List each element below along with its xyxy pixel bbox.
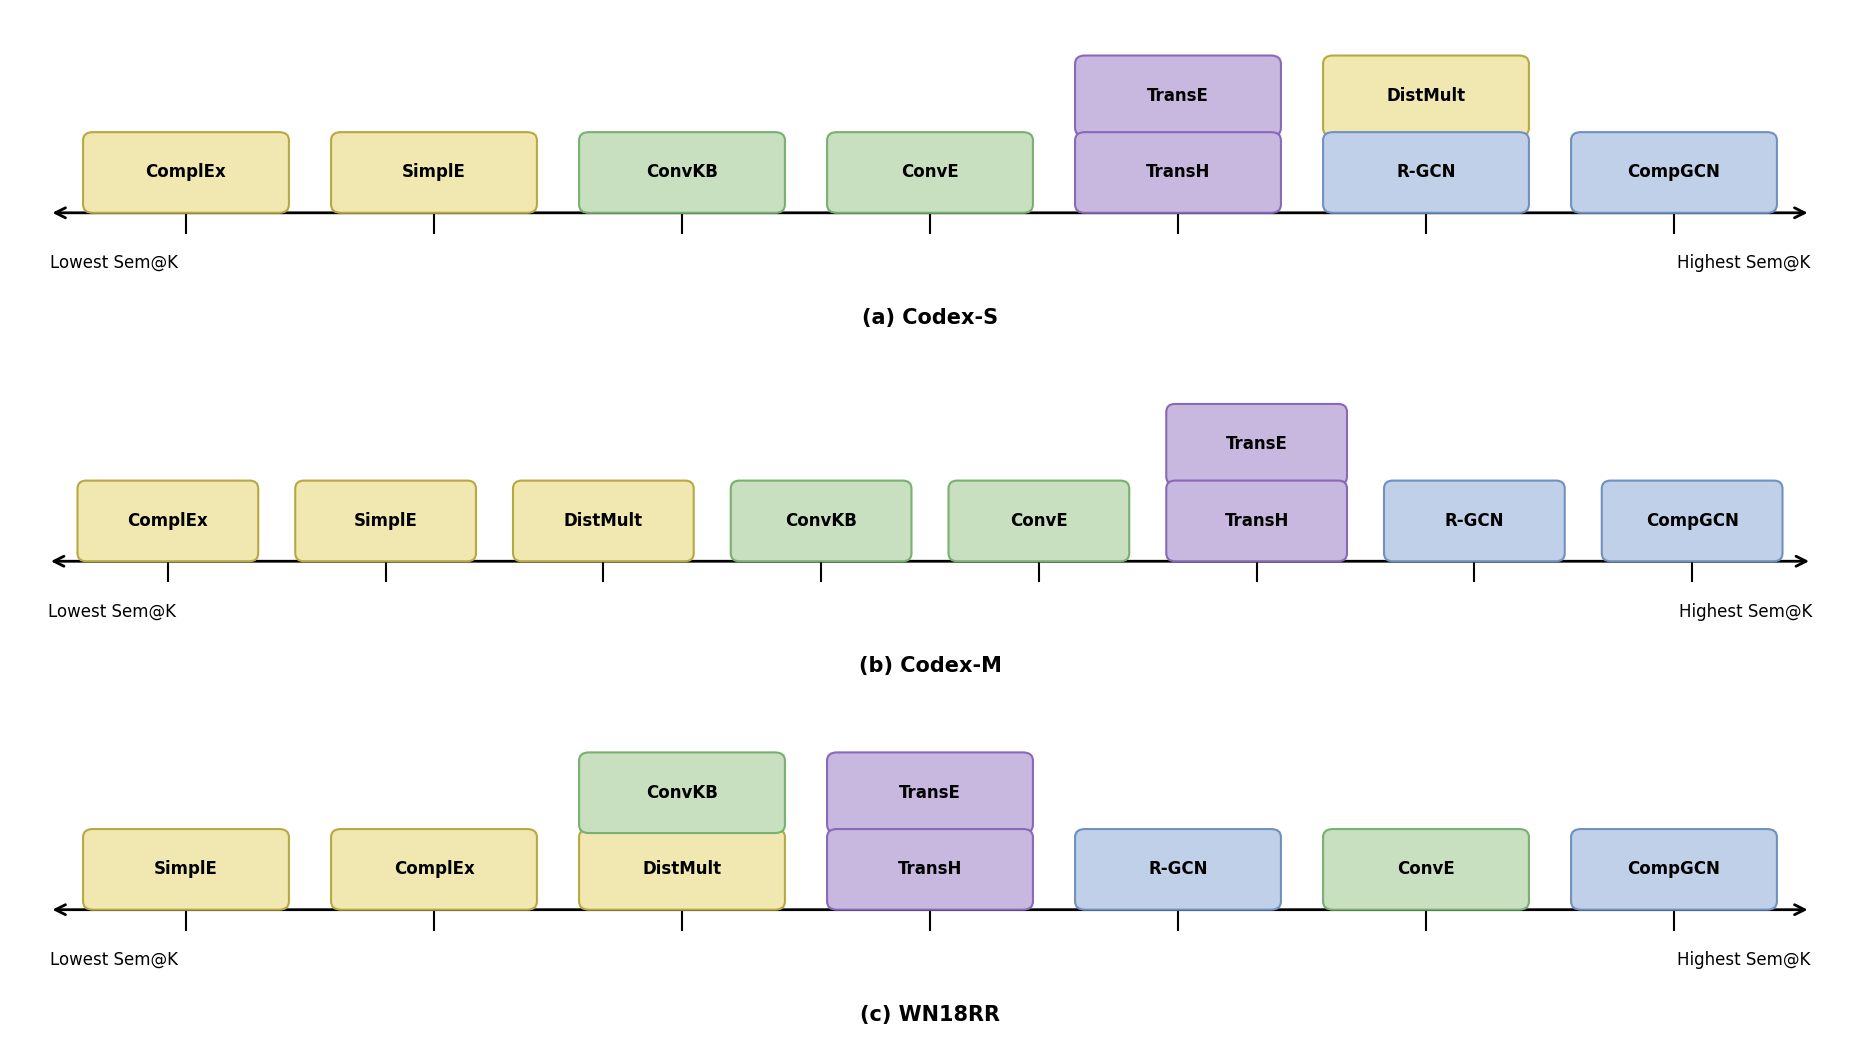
Text: Highest Sem@K: Highest Sem@K (1678, 254, 1810, 272)
Text: R-GCN: R-GCN (1148, 860, 1207, 878)
FancyBboxPatch shape (1322, 829, 1529, 910)
FancyBboxPatch shape (578, 829, 785, 910)
FancyBboxPatch shape (78, 481, 259, 561)
FancyBboxPatch shape (578, 752, 785, 833)
Text: Highest Sem@K: Highest Sem@K (1678, 602, 1812, 620)
Text: SimplE: SimplE (154, 860, 218, 878)
Text: TransE: TransE (1148, 87, 1209, 105)
Text: SimplE: SimplE (402, 164, 467, 182)
Text: ComplEx: ComplEx (128, 512, 208, 530)
Text: TransE: TransE (1226, 435, 1287, 453)
Text: DistMult: DistMult (1386, 87, 1466, 105)
FancyBboxPatch shape (828, 752, 1032, 833)
FancyBboxPatch shape (1075, 132, 1282, 212)
Text: DistMult: DistMult (642, 860, 722, 878)
Text: ConvE: ConvE (1397, 860, 1455, 878)
Text: CompGCN: CompGCN (1646, 512, 1739, 530)
FancyBboxPatch shape (84, 829, 288, 910)
Text: ConvE: ConvE (1010, 512, 1068, 530)
Text: ComplEx: ComplEx (145, 164, 227, 182)
Text: Highest Sem@K: Highest Sem@K (1678, 952, 1810, 970)
Text: CompGCN: CompGCN (1628, 860, 1720, 878)
FancyBboxPatch shape (1166, 481, 1347, 561)
FancyBboxPatch shape (84, 132, 288, 212)
Text: (a) Codex-S: (a) Codex-S (861, 308, 999, 328)
Text: TransH: TransH (898, 860, 962, 878)
FancyBboxPatch shape (331, 829, 538, 910)
FancyBboxPatch shape (1322, 55, 1529, 136)
FancyBboxPatch shape (1384, 481, 1564, 561)
Text: (b) Codex-M: (b) Codex-M (859, 656, 1001, 676)
Text: CompGCN: CompGCN (1628, 164, 1720, 182)
Text: R-GCN: R-GCN (1397, 164, 1456, 182)
Text: ConvKB: ConvKB (645, 164, 718, 182)
FancyBboxPatch shape (1075, 55, 1282, 136)
Text: ConvE: ConvE (900, 164, 960, 182)
FancyBboxPatch shape (828, 829, 1032, 910)
FancyBboxPatch shape (513, 481, 694, 561)
FancyBboxPatch shape (296, 481, 476, 561)
FancyBboxPatch shape (1166, 404, 1347, 484)
FancyBboxPatch shape (578, 132, 785, 212)
FancyBboxPatch shape (949, 481, 1129, 561)
FancyBboxPatch shape (828, 132, 1032, 212)
Text: DistMult: DistMult (564, 512, 644, 530)
Text: Lowest Sem@K: Lowest Sem@K (50, 254, 177, 272)
FancyBboxPatch shape (1572, 132, 1776, 212)
FancyBboxPatch shape (331, 132, 538, 212)
Text: ConvKB: ConvKB (645, 784, 718, 802)
FancyBboxPatch shape (1075, 829, 1282, 910)
Text: (c) WN18RR: (c) WN18RR (859, 1005, 1001, 1025)
Text: ConvKB: ConvKB (785, 512, 857, 530)
Text: ComplEx: ComplEx (394, 860, 474, 878)
FancyBboxPatch shape (731, 481, 911, 561)
FancyBboxPatch shape (1322, 132, 1529, 212)
Text: TransH: TransH (1224, 512, 1289, 530)
Text: Lowest Sem@K: Lowest Sem@K (50, 952, 177, 970)
Text: R-GCN: R-GCN (1445, 512, 1505, 530)
Text: TransE: TransE (898, 784, 962, 802)
FancyBboxPatch shape (1601, 481, 1782, 561)
FancyBboxPatch shape (1572, 829, 1776, 910)
Text: Lowest Sem@K: Lowest Sem@K (48, 602, 177, 620)
Text: SimplE: SimplE (353, 512, 417, 530)
Text: TransH: TransH (1146, 164, 1211, 182)
